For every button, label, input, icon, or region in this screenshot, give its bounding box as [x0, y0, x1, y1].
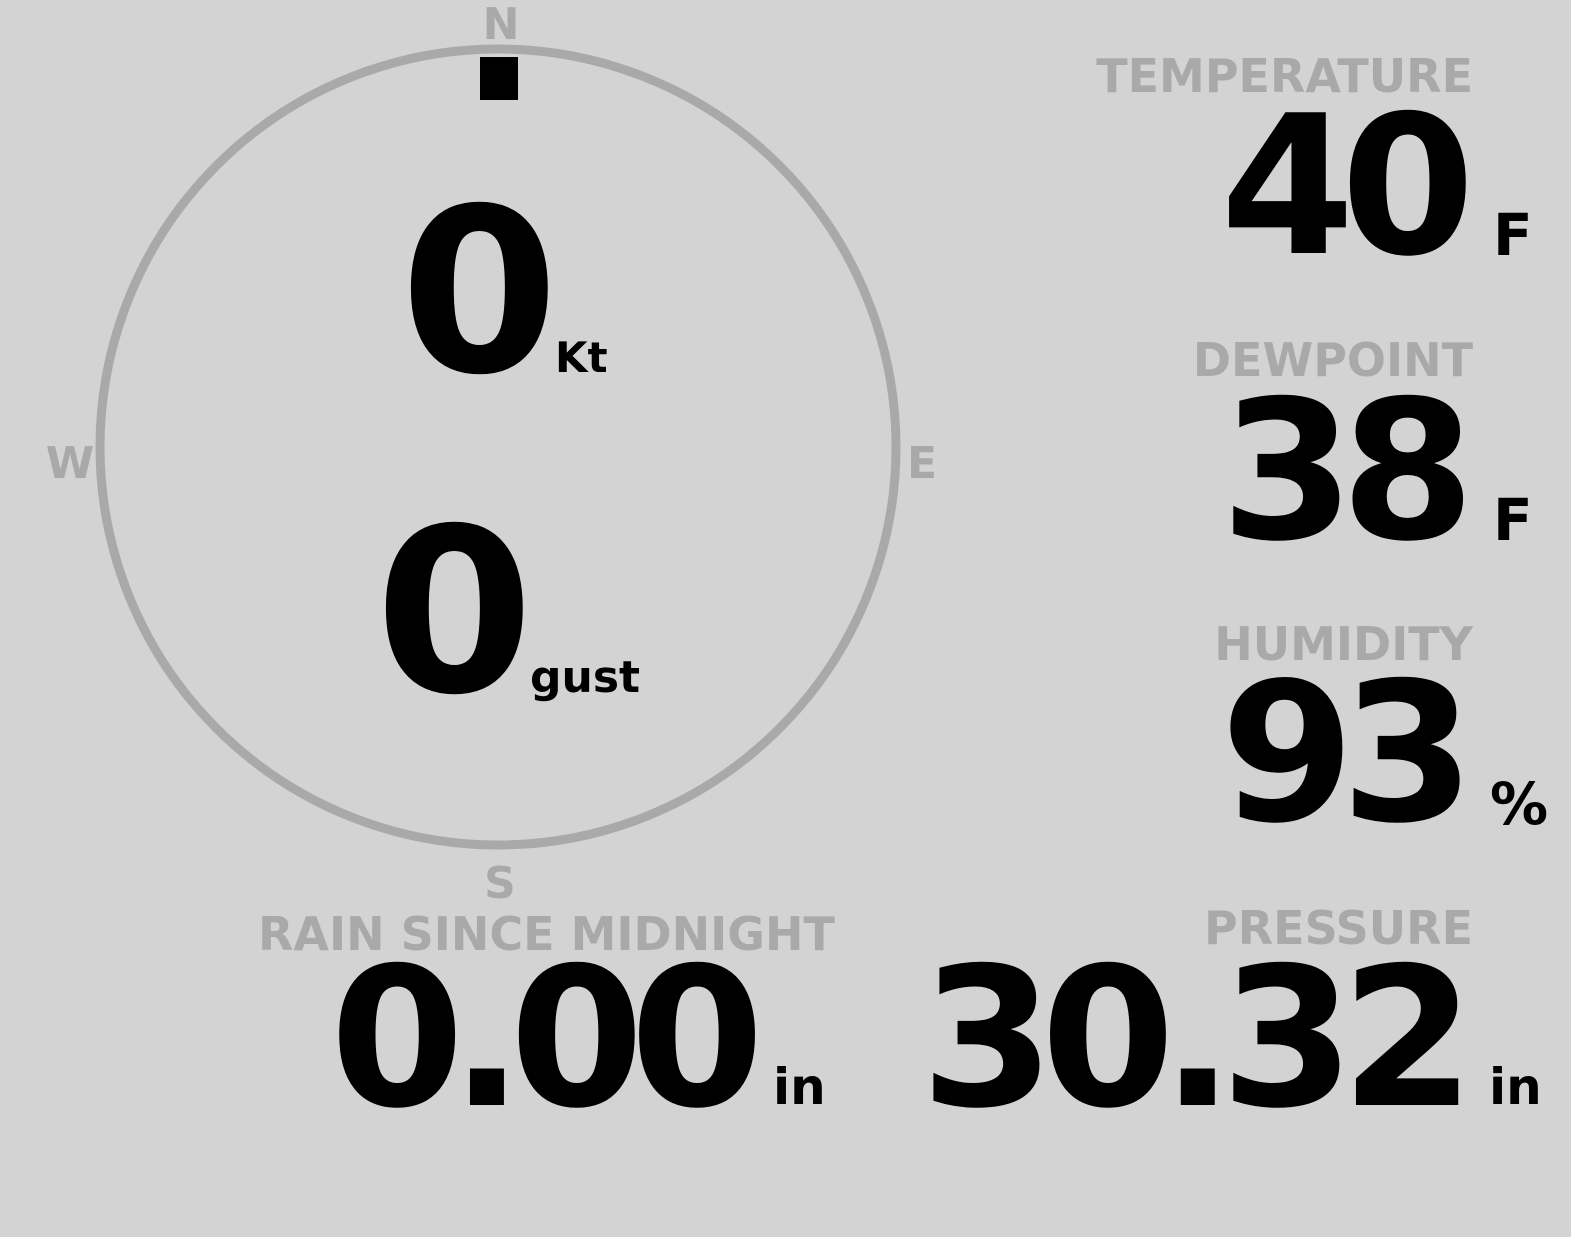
temperature-value: 40 — [1220, 74, 1475, 299]
pressure-unit: in — [1489, 1058, 1542, 1116]
pressure-label: PRESSURE — [1204, 901, 1473, 955]
compass-ring — [95, 44, 901, 850]
temperature-label: TEMPERATURE — [1096, 49, 1473, 103]
wind-direction-pointer — [480, 57, 518, 100]
temperature-unit: F — [1493, 201, 1533, 269]
rain-unit: in — [773, 1058, 826, 1116]
compass-west-label: W — [45, 438, 95, 489]
compass-east-label: E — [906, 438, 938, 489]
dewpoint-label: DEWPOINT — [1192, 333, 1473, 387]
dewpoint-value: 38 — [1220, 359, 1475, 584]
humidity-label: HUMIDITY — [1214, 617, 1473, 671]
wind-speed-value: 0 — [400, 159, 559, 425]
pressure-value: 30.32 — [920, 926, 1475, 1151]
compass-south-label: S — [484, 858, 516, 909]
rain-value: 0.00 — [330, 926, 764, 1151]
wind-gust-unit: gust — [530, 652, 641, 703]
wind-speed-unit: Kt — [555, 333, 608, 382]
rain-label: RAIN SINCE MIDNIGHT — [258, 907, 835, 961]
wind-compass — [95, 44, 901, 850]
compass-north-label: N — [482, 0, 520, 50]
wind-gust-value: 0 — [375, 479, 534, 745]
humidity-value: 93 — [1220, 641, 1475, 866]
humidity-unit: % — [1490, 770, 1549, 838]
dewpoint-unit: F — [1493, 486, 1533, 554]
